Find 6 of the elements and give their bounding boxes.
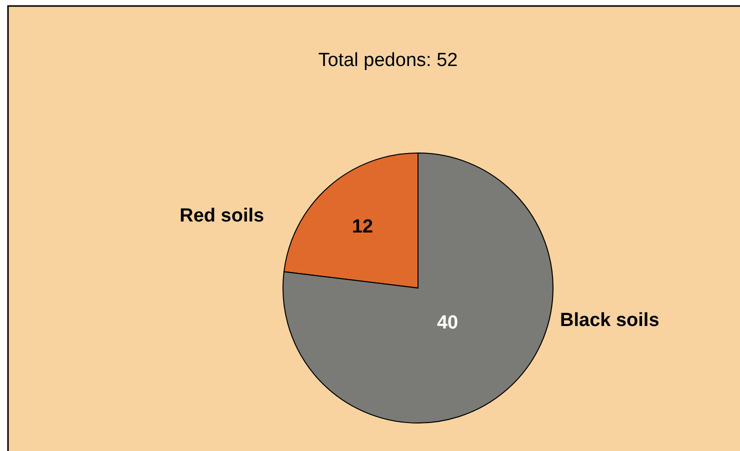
data-label: 12 — [352, 216, 374, 238]
data-label: 40 — [436, 312, 458, 334]
pie-slice — [282, 152, 554, 424]
slice-label: Red soils — [180, 205, 264, 226]
chart-title: Total pedons: 52 — [318, 50, 458, 71]
slice-label: Black soils — [560, 310, 660, 331]
